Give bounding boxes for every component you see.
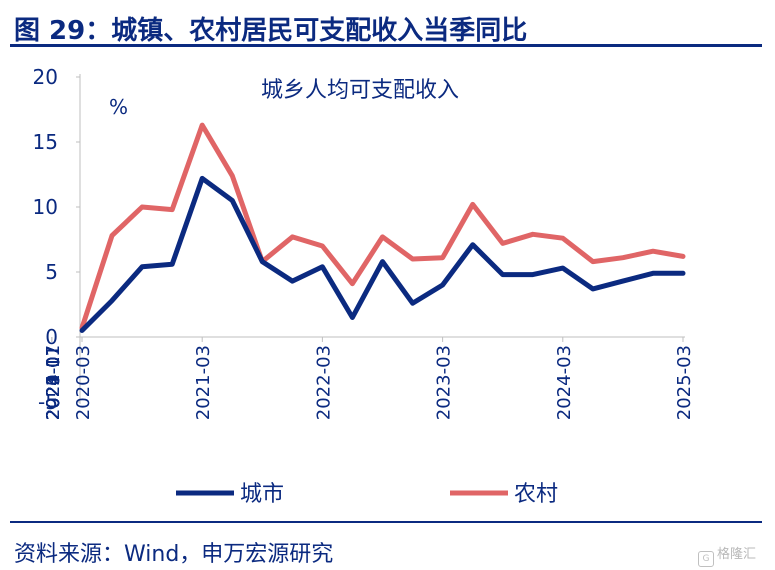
x-tick-label: 2024-11 xyxy=(43,345,64,420)
x-tick-label: 2020-11 xyxy=(43,345,64,420)
source-note: 资料来源：Wind，申万宏源研究 xyxy=(14,542,334,567)
x-tick-label: 2020-03 xyxy=(73,345,94,420)
x-tick-label: 2024-03 xyxy=(554,345,575,420)
y-tick-label: 15 xyxy=(33,130,58,154)
watermark-text: 格隆汇 xyxy=(717,547,757,562)
x-tick-label: 2023-03 xyxy=(434,345,455,420)
series-line-urban xyxy=(79,175,686,333)
x-tick-label: 2020-07 xyxy=(43,345,64,420)
x-tick-label: 2022-11 xyxy=(43,345,64,420)
y-tick-label: 20 xyxy=(33,65,58,89)
watermark: G 格隆汇 xyxy=(698,543,756,567)
legend-label-rural: 农村 xyxy=(514,482,558,507)
x-tick-label: 2023-11 xyxy=(43,345,64,420)
logo-icon: G xyxy=(698,551,714,567)
x-tick-label: 2023-07 xyxy=(43,345,64,420)
x-tick-label: 2022-03 xyxy=(313,345,334,420)
x-tick-label: 2021-07 xyxy=(43,345,64,420)
x-tick-label: 2022-07 xyxy=(43,345,64,420)
x-tick-label: 2024-07 xyxy=(43,345,64,420)
source-divider xyxy=(10,521,762,523)
title-divider xyxy=(10,44,762,47)
chart-title: 城乡人均可支配收入 xyxy=(261,78,459,103)
x-tick-label: 2021-03 xyxy=(193,345,214,420)
y-axis-unit: % xyxy=(109,95,128,119)
y-tick-label: -5 xyxy=(38,390,58,414)
chart-area: 20151050-52020-032020-072020-112021-0320… xyxy=(33,65,695,507)
x-tick-label: 2021-11 xyxy=(43,345,64,420)
x-tick-label: 2025-03 xyxy=(674,345,695,420)
series-line-rural xyxy=(79,122,686,331)
legend-label-urban: 城市 xyxy=(240,482,284,507)
y-tick-label: 10 xyxy=(33,195,58,219)
figure-title: 图 29：城镇、农村居民可支配收入当季同比 xyxy=(14,16,528,46)
y-tick-label: 5 xyxy=(45,260,58,284)
